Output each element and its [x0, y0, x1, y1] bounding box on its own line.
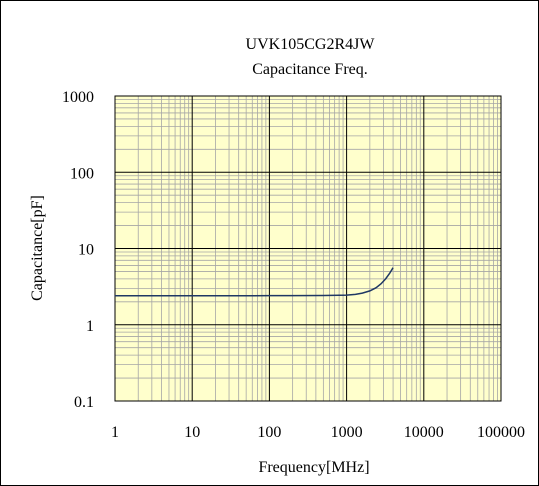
- y-tick-label: 0.1: [74, 394, 94, 411]
- y-tick-label: 100: [70, 165, 94, 182]
- x-tick-label: 1000: [331, 424, 363, 441]
- y-tick-label: 1000: [62, 89, 94, 106]
- x-tick-label: 10: [184, 424, 200, 441]
- x-tick-label: 10000: [404, 424, 444, 441]
- plot-border: [114, 95, 502, 402]
- x-tick-labels: 1 10 100 1000 10000 100000: [111, 424, 525, 441]
- x-tick-label: 1: [111, 424, 119, 441]
- x-tick-label: 100: [257, 424, 281, 441]
- x-tick-label: 100000: [477, 424, 525, 441]
- series-line: [115, 267, 394, 297]
- chart-title: UVK105CG2R4JW: [246, 36, 376, 53]
- y-axis-label: Capacitance[pF]: [29, 195, 46, 301]
- x-axis-label: Frequency[MHz]: [258, 459, 369, 476]
- y-tick-label: 10: [78, 242, 94, 259]
- y-tick-labels: 0.1 1 10 100 1000: [62, 89, 94, 411]
- grid-lines: [114, 95, 502, 402]
- y-tick-label: 1: [86, 318, 94, 335]
- chart-subtitle: Capacitance Freq.: [252, 61, 368, 78]
